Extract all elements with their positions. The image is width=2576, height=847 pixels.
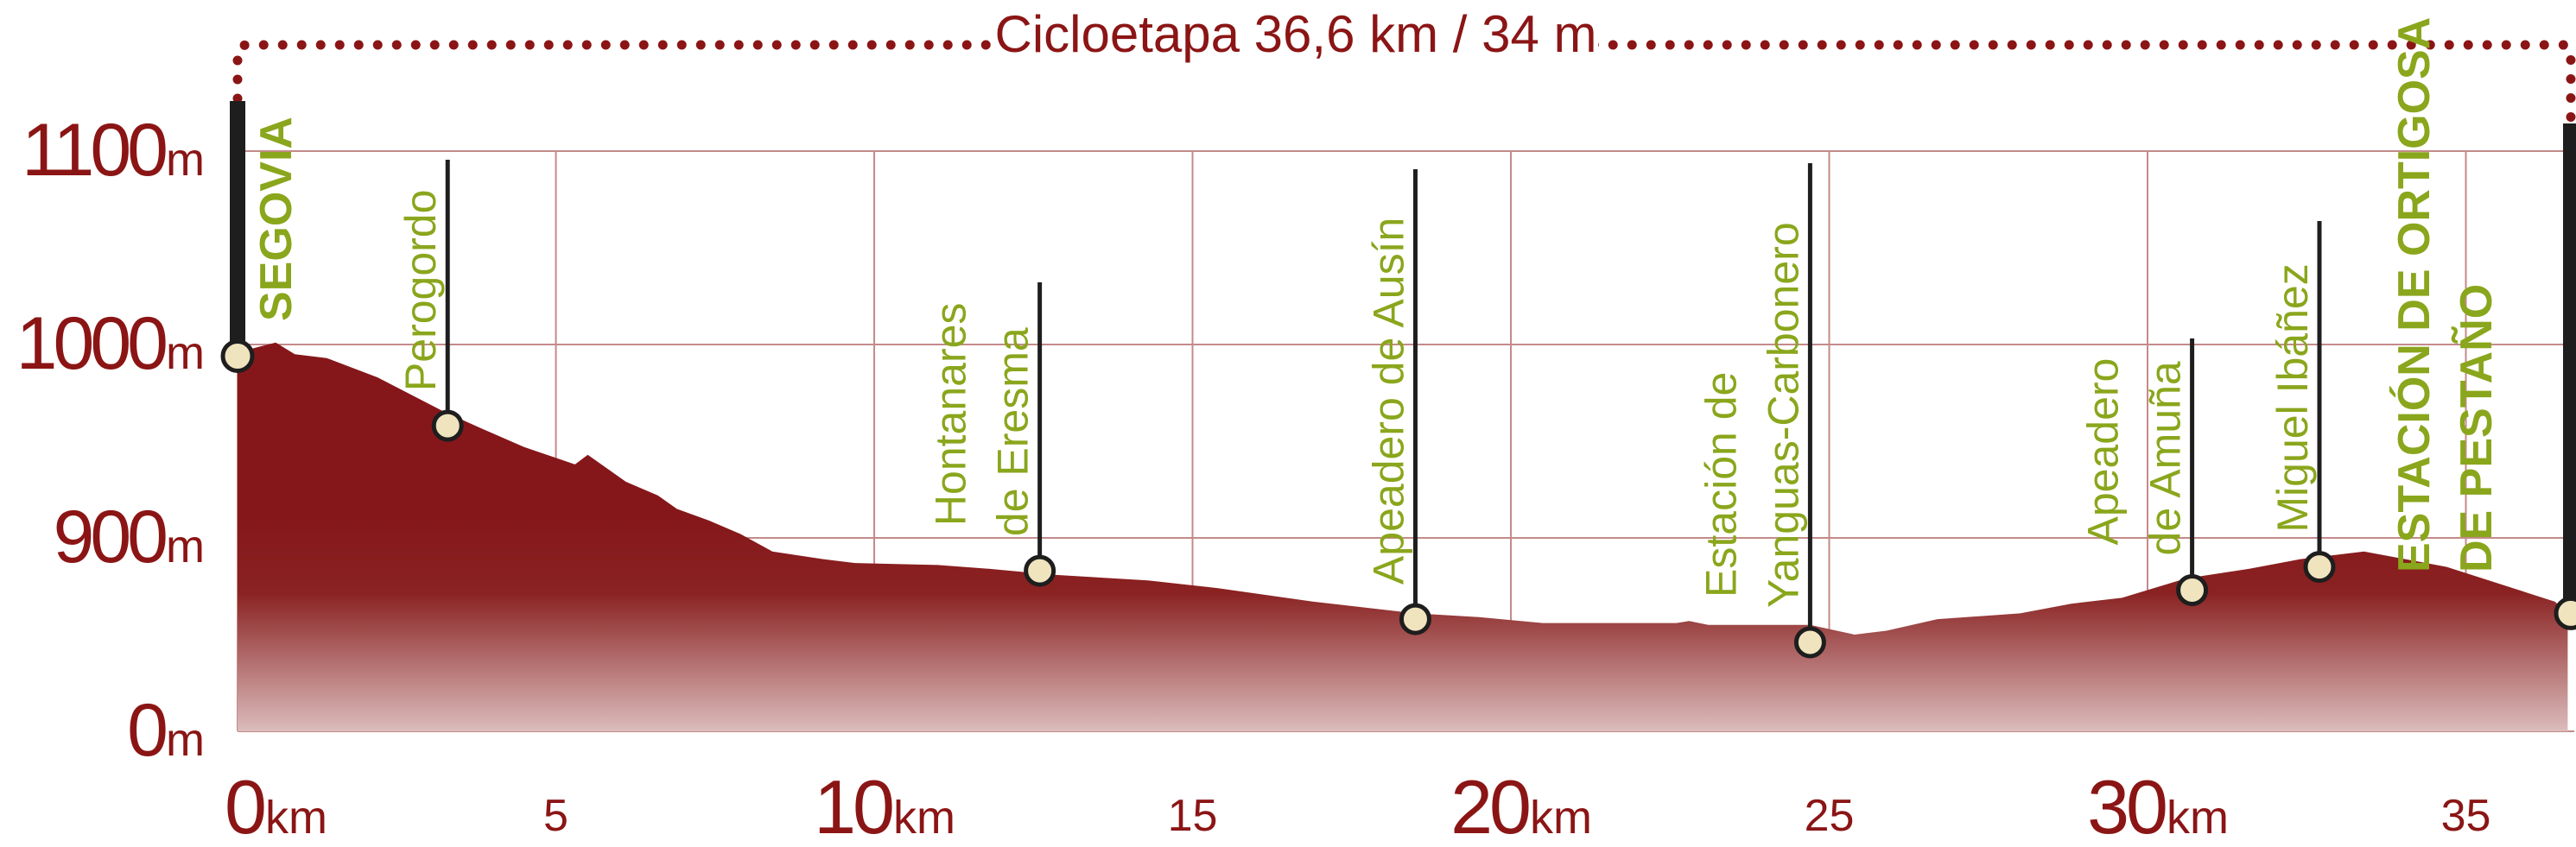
waypoint-label: de Eresma <box>989 327 1037 536</box>
waypoint-label: Yanguas-Carbonero <box>1759 222 1807 608</box>
x-axis-labels: 0 km 5 10 km 15 20 km 25 30 km 35 <box>225 764 2490 847</box>
waypoint-label: de Amuña <box>2141 361 2190 555</box>
waypoint: Perogordo <box>397 160 464 442</box>
waypoint: Miguel Ibáñez <box>2268 221 2336 584</box>
waypoint-label: DE PESTAÑO <box>2451 284 2502 572</box>
waypoint-marker <box>1399 603 1431 635</box>
x-tick-unit: km <box>1530 792 1592 844</box>
waypoint-label: Hontanares <box>927 303 975 527</box>
elevation-area <box>238 342 2568 731</box>
y-tick-unit: m <box>166 134 205 186</box>
x-tick-label: 20 <box>1450 764 1529 847</box>
waypoint: Estación de Yanguas-Carbonero <box>1697 163 1826 659</box>
waypoint-marker <box>2554 596 2576 630</box>
waypoint-label: ESTACIÓN DE ORTIGOSA <box>2389 17 2440 572</box>
x-tick-label: 35 <box>2441 791 2491 841</box>
waypoint-label: Apeadero de Ausín <box>1364 218 1412 585</box>
waypoint-marker <box>2303 551 2336 584</box>
waypoint: Apeadero de Amuña <box>2079 338 2209 606</box>
x-tick-label: 0 <box>225 764 264 847</box>
y-tick-label: 0 <box>127 689 166 772</box>
y-tick-label: 1000 <box>16 302 166 385</box>
y-tick-label: 1100 <box>22 109 166 192</box>
waypoint-marker <box>1024 554 1056 587</box>
y-tick-unit: m <box>166 714 205 766</box>
waypoint-label: Apeadero <box>2079 358 2128 546</box>
waypoint-label: Estación de <box>1697 372 1745 597</box>
x-tick-label: 25 <box>1805 791 1855 841</box>
waypoint: Apeadero de Ausín <box>1364 169 1431 635</box>
title-background <box>993 13 1598 82</box>
waypoint-label: Perogordo <box>397 190 445 392</box>
waypoint: Hontanares de Eresma <box>927 282 1056 587</box>
waypoint-marker <box>431 409 464 442</box>
waypoint-label: Miguel Ibáñez <box>2268 263 2317 532</box>
waypoint-label: SEGOVIA <box>251 117 301 321</box>
waypoint: ESTACIÓN DE ORTIGOSA DE PESTAÑO <box>2389 17 2576 630</box>
y-tick-unit: m <box>166 521 205 572</box>
chart-title: Cicloetapa 36,6 km / 34 m <box>994 5 1596 63</box>
waypoint-marker <box>220 338 255 373</box>
waypoint: SEGOVIA <box>220 101 301 373</box>
y-tick-unit: m <box>166 327 205 379</box>
x-tick-label: 5 <box>543 791 568 841</box>
x-tick-unit: km <box>2167 792 2229 844</box>
waypoint-marker <box>2176 573 2209 606</box>
waypoints: SEGOVIA Perogordo Hontanares de Eresma Apead… <box>220 17 2576 659</box>
x-tick-label: 30 <box>2087 764 2166 847</box>
y-tick-label: 900 <box>54 496 167 578</box>
x-tick-label: 10 <box>814 764 892 847</box>
waypoint-marker <box>1793 626 1826 659</box>
x-tick-unit: km <box>893 792 955 844</box>
x-tick-unit: km <box>265 792 327 844</box>
x-tick-label: 15 <box>1168 791 1218 841</box>
